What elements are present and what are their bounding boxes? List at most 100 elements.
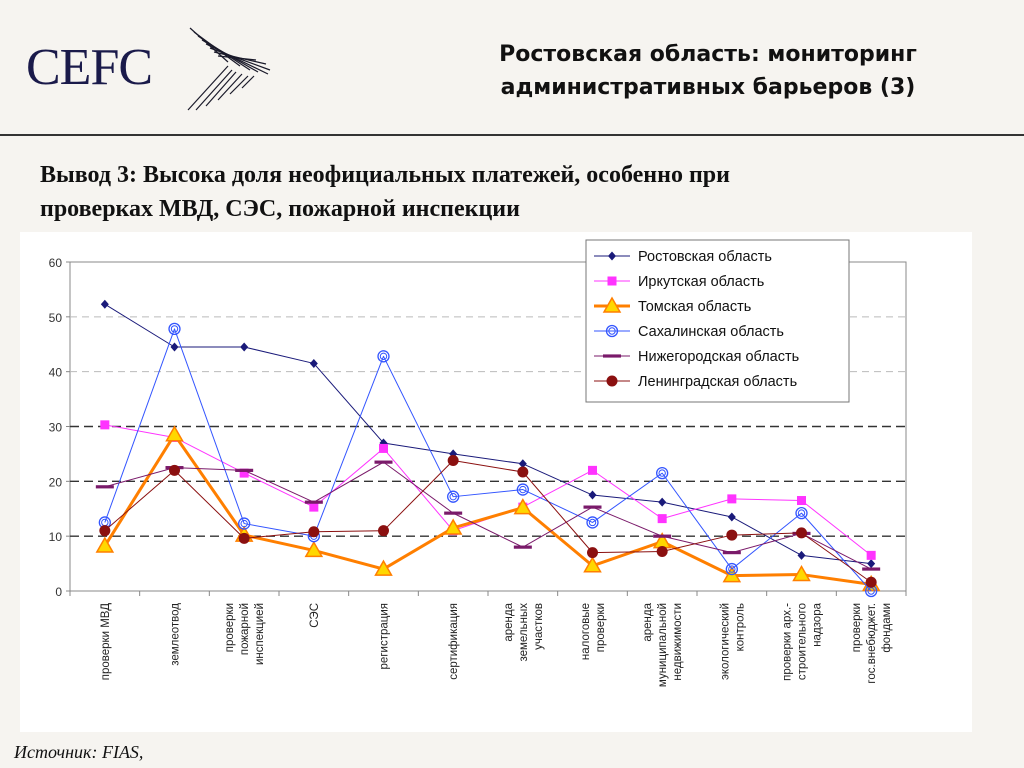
- data-point: [862, 567, 881, 571]
- data-point: [516, 483, 529, 496]
- x-tick-label-line: контроль: [734, 603, 746, 651]
- data-point: [377, 350, 390, 363]
- data-point: [792, 565, 811, 582]
- y-tick-label: 30: [49, 421, 63, 435]
- data-point: [238, 517, 251, 530]
- x-tick-label: проверки гос.внебюджет. фондами: [851, 603, 893, 684]
- x-tick-label-line: проверки арх.-: [782, 603, 794, 681]
- x-tick-label-line: аренда: [642, 602, 654, 641]
- data-point: [99, 525, 111, 537]
- x-tick-label: СЭС: [309, 603, 321, 628]
- data-point: [449, 449, 458, 459]
- legend-item: Иркутская область: [594, 274, 764, 290]
- data-point: [795, 506, 808, 520]
- logo-chevron-icon: [187, 27, 271, 111]
- data-point: [658, 497, 667, 507]
- conclusion-text: Вывод 3: Высока доля неофициальных плате…: [40, 158, 940, 226]
- legend-label: Томская область: [638, 299, 751, 315]
- data-point: [235, 468, 254, 472]
- data-point: [517, 466, 529, 478]
- data-point: [865, 576, 877, 588]
- series-line: [104, 328, 872, 592]
- x-tick-label: землеотвод: [170, 603, 182, 666]
- x-tick-label-line: аренда: [503, 602, 515, 641]
- data-point: [240, 342, 249, 352]
- data-point: [513, 545, 532, 549]
- legend-label: Иркутская область: [638, 274, 764, 290]
- legend-label: Ленинградская область: [638, 374, 797, 390]
- data-point: [443, 518, 463, 535]
- data-point: [374, 559, 393, 576]
- slide-title: Ростовская область: мониторинг администр…: [428, 38, 988, 104]
- data-point: [309, 358, 318, 368]
- legend-item: Томская область: [594, 296, 751, 315]
- data-point: [587, 547, 598, 559]
- data-point: [656, 546, 668, 558]
- x-tick-label-line: проверки: [851, 603, 863, 652]
- slide-title-line2: административных барьеров (3): [500, 75, 916, 100]
- x-tick-label-line: фондами: [881, 603, 893, 653]
- x-tick-label-line: строительного: [797, 603, 809, 680]
- y-tick-label: 40: [49, 366, 63, 380]
- x-tick-label-line: проверки: [224, 603, 236, 652]
- y-tick-label: 60: [49, 256, 63, 270]
- x-tick-label-line: пожарной: [239, 603, 251, 655]
- data-point: [797, 496, 806, 506]
- y-tick-label: 10: [49, 530, 63, 544]
- series-1: [100, 299, 876, 569]
- legend-item: Сахалинская область: [594, 324, 784, 340]
- x-tick-label-line: землеотвод: [170, 603, 182, 666]
- x-tick-label: регистрация: [379, 603, 391, 669]
- legend-swatch-marker: [606, 375, 618, 387]
- data-point: [304, 540, 324, 558]
- data-point: [447, 454, 459, 466]
- data-point: [583, 556, 602, 573]
- data-point: [378, 525, 389, 537]
- data-point: [586, 516, 599, 529]
- data-point: [379, 443, 388, 453]
- x-tick-label-line: СЭС: [309, 603, 321, 628]
- data-point: [866, 550, 876, 560]
- data-point: [867, 559, 876, 569]
- y-tick-label: 20: [49, 475, 63, 489]
- data-point: [309, 502, 319, 512]
- data-point: [447, 490, 460, 503]
- series-line: [104, 459, 872, 583]
- slide-header: CEFC Ростовская область: мониторинг адми…: [0, 0, 1024, 135]
- data-point: [379, 438, 388, 448]
- x-tick-label-line: регистрация: [379, 603, 391, 669]
- data-point: [583, 505, 602, 509]
- data-point: [308, 526, 320, 538]
- data-point: [727, 494, 737, 504]
- conclusion-line2: проверках МВД, СЭС, пожарной инспекции: [40, 196, 520, 222]
- series-line: [103, 433, 872, 586]
- y-tick-label: 0: [55, 585, 62, 599]
- x-tick-label-line: сертификация: [448, 603, 460, 680]
- legend-label: Нижегородская область: [638, 349, 799, 365]
- legend-item: Ленинградская область: [594, 374, 797, 390]
- x-tick-label: экологический контроль: [719, 603, 746, 680]
- x-tick-label-line: земельных: [518, 603, 530, 662]
- series-line: [104, 461, 872, 570]
- x-tick-label-line: проверки: [595, 603, 607, 652]
- header-divider: [0, 134, 1024, 136]
- data-point: [95, 485, 114, 489]
- data-point: [304, 500, 323, 504]
- legend-swatch-marker: [602, 296, 622, 313]
- x-tick-label-line: надзора: [812, 602, 824, 646]
- series-line: [104, 303, 872, 565]
- x-tick-label: налоговые проверки: [580, 603, 607, 660]
- data-point: [100, 420, 110, 430]
- source-note: Источник: FIAS,: [14, 742, 144, 762]
- series-3: [95, 425, 881, 592]
- x-tick-label-line: недвижимости: [672, 603, 684, 681]
- data-point: [722, 551, 741, 555]
- x-tick-label: проверки пожарной инспекцией: [224, 603, 266, 665]
- data-point: [238, 532, 250, 544]
- x-tick-label-line: налоговые: [580, 603, 592, 660]
- data-point: [656, 466, 669, 480]
- x-tick-label-line: участков: [533, 603, 545, 650]
- x-tick-label: сертификация: [448, 603, 460, 680]
- legend-swatch-marker: [607, 276, 617, 286]
- x-tick-label-line: гос.внебюджет.: [866, 603, 878, 684]
